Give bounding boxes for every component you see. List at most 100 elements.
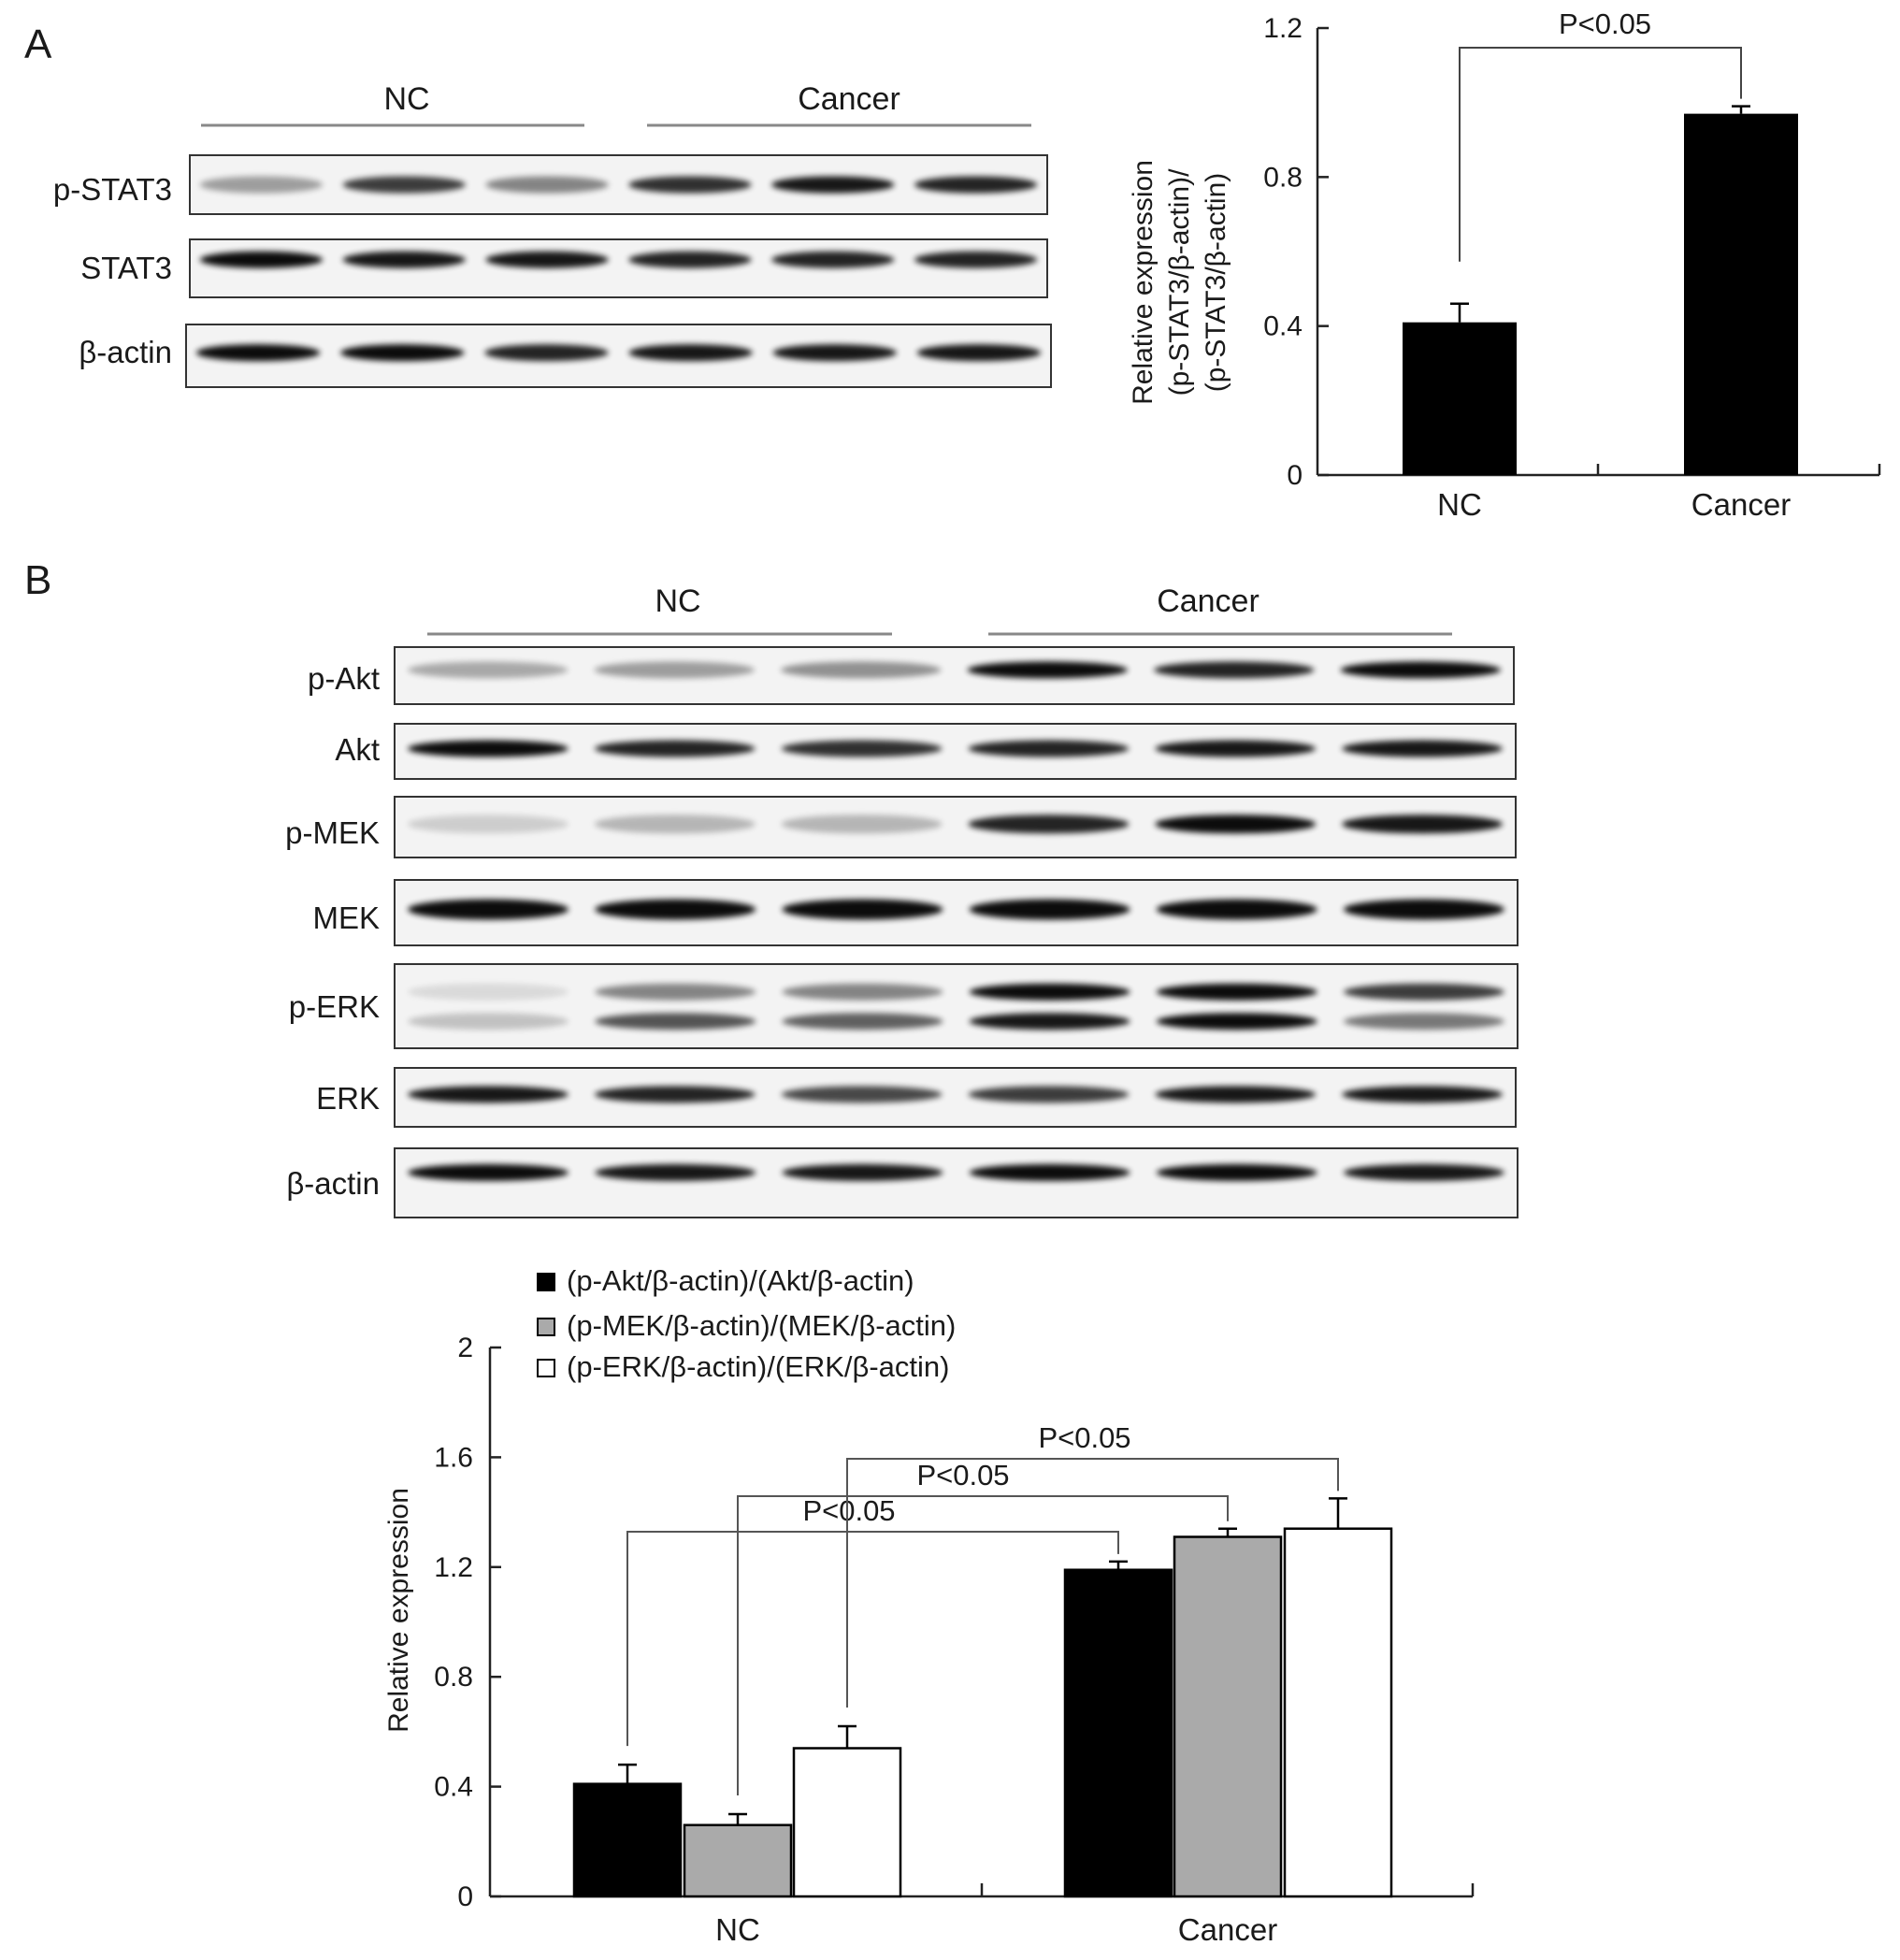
blot-b-strip-bactin-band-5 <box>1156 1163 1317 1181</box>
chart-a-bar-nc <box>1403 322 1517 475</box>
blot-a-strip-pstat3-frame <box>189 154 1048 215</box>
chart-b-sig-bracket-3 <box>846 1458 1339 1708</box>
blot-b-strip-akt-band-1 <box>407 740 569 757</box>
blot-b-strip-erk-band-1 <box>407 1086 569 1103</box>
chart-b-ytick-label-4: 1.6 <box>434 1442 473 1473</box>
chart-b: (p-Akt/β-actin)/(Akt/β-actin) (p-MEK/β-a… <box>383 1264 1475 1947</box>
blot-a-strip-bactin <box>185 324 1052 388</box>
blot-b-strip-perk-lower-band-2 <box>595 1013 756 1030</box>
blot-b-strip-perk-lower-band-6 <box>1343 1013 1504 1030</box>
blot-b-strip-pakt-band-6 <box>1340 661 1502 679</box>
chart-b-ytick-label-1: 0.4 <box>434 1772 473 1803</box>
blot-b-row-label-bactin: β-actin <box>286 1166 380 1201</box>
chart-b-bar-s3-cancer <box>1283 1527 1393 1898</box>
blot-b-strip-akt-band-3 <box>781 740 943 757</box>
blot-b-strip-pakt-frame <box>394 646 1515 705</box>
blot-a-strip-pstat3-band-2 <box>342 176 466 194</box>
chart-a-ylabel-line1: Relative expression <box>1128 160 1159 405</box>
blot-a-row-label-pstat3: p-STAT3 <box>53 172 172 207</box>
blot-b-strip-akt-band-4 <box>968 740 1130 757</box>
blot-b-strip-perk-upper-band-1 <box>408 983 569 1001</box>
chart-a-ytick-label-2: 0.8 <box>1263 162 1303 193</box>
panel-b-blot: NC Cancer p-Akt Akt p-MEK MEK p-ERK ERK … <box>285 584 1519 1218</box>
blot-b-strip-pmek-band-1 <box>407 814 569 834</box>
legend-swatch-pakt <box>537 1273 555 1291</box>
blot-b-strip-mek-band-6 <box>1343 899 1504 920</box>
chart-b-sig-bracket-1 <box>626 1531 1119 1747</box>
blot-b-strip-erk-frame <box>394 1067 1517 1128</box>
blot-b-strip-bactin-band-4 <box>969 1163 1130 1181</box>
blot-b-strip-pakt-band-2 <box>594 661 756 679</box>
blot-a-strip-pstat3-band-3 <box>485 176 609 194</box>
blot-b-strip-mek-frame <box>394 879 1519 946</box>
blot-b-strip-erk <box>394 1067 1517 1128</box>
blot-b-strips <box>394 646 1519 1218</box>
chart-b-sig-label-2: P<0.05 <box>916 1459 1009 1492</box>
blot-a-strip-stat3 <box>189 238 1048 298</box>
blot-a-strip-bactin-band-3 <box>484 344 609 362</box>
blot-a-strip-stat3-band-2 <box>342 251 466 268</box>
blot-b-strip-mek-band-2 <box>595 899 756 920</box>
blot-b-group-nc: NC <box>655 584 700 619</box>
blot-b-strip-perk-upper-band-2 <box>595 983 756 1001</box>
chart-a-ytick-label-1: 0.4 <box>1263 311 1303 342</box>
chart-b-bar-s1-cancer <box>1063 1568 1173 1898</box>
blot-b-strip-akt-frame <box>394 723 1517 780</box>
blot-b-strip-perk-upper-band-5 <box>1156 983 1317 1001</box>
chart-b-bar-s2-nc <box>683 1823 793 1898</box>
blot-b-strip-perk-lower-band-1 <box>408 1013 569 1030</box>
blot-a-strips <box>185 154 1052 388</box>
chart-b-ytick-label-3: 1.2 <box>434 1552 473 1583</box>
chart-a-ytick-label-3: 1.2 <box>1263 13 1303 44</box>
blot-b-strip-pmek <box>394 796 1517 858</box>
panel-a-letter: A <box>24 22 52 67</box>
chart-b-xlabel-nc: NC <box>715 1912 760 1947</box>
blot-b-strip-pakt <box>394 646 1515 705</box>
blot-b-strip-bactin-band-6 <box>1343 1163 1504 1181</box>
chart-b-ytick-label-2: 0.8 <box>434 1662 473 1693</box>
chart-b-bar-s2-cancer <box>1173 1535 1283 1898</box>
blot-a-strip-pstat3-band-1 <box>199 176 324 194</box>
blot-b-strip-mek-band-3 <box>782 899 943 920</box>
blot-b-strip-perk-lower-band-3 <box>782 1013 943 1030</box>
blot-a-strip-stat3-band-6 <box>914 251 1038 268</box>
blot-b-strip-pakt-band-5 <box>1153 661 1315 679</box>
chart-b-sig-label-3: P<0.05 <box>1038 1421 1130 1454</box>
blot-a-row-label-stat3: STAT3 <box>80 251 172 285</box>
legend-label-perk: (p-ERK/β-actin)/(ERK/β-actin) <box>567 1350 949 1383</box>
chart-a-ytick-label-0: 0 <box>1287 460 1303 491</box>
blot-a-strip-pstat3-band-6 <box>914 176 1038 194</box>
blot-b-strip-pmek-band-2 <box>594 814 756 834</box>
blot-b-row-label-pakt: p-Akt <box>308 661 380 696</box>
blot-a-strip-bactin-frame <box>185 324 1052 388</box>
chart-b-ylabel: Relative expression <box>383 1488 414 1733</box>
blot-a-strip-stat3-band-1 <box>199 251 324 268</box>
blot-a-strip-bactin-band-1 <box>195 344 321 362</box>
panel-b-letter: B <box>24 557 51 603</box>
blot-b-row-label-mek: MEK <box>312 901 380 935</box>
chart-a-ylabel-line2: (p-STAT3/β-actin)/ <box>1164 168 1195 396</box>
chart-b-sig-label-1: P<0.05 <box>802 1494 895 1527</box>
blot-b-strip-perk-upper-band-4 <box>969 983 1130 1001</box>
chart-a-sig-label: P<0.05 <box>1559 7 1651 40</box>
chart-a: Relative expression (p-STAT3/β-actin)/ (… <box>1128 7 1881 522</box>
blot-a-strip-pstat3 <box>189 154 1048 215</box>
blot-b-strip-pmek-frame <box>394 796 1517 858</box>
blot-b-row-label-pmek: p-MEK <box>285 815 380 850</box>
blot-b-strip-akt-band-2 <box>594 740 756 757</box>
blot-a-strip-bactin-band-5 <box>772 344 898 362</box>
blot-b-strip-mek-band-1 <box>408 899 569 920</box>
blot-b-strip-akt-band-6 <box>1342 740 1504 757</box>
blot-b-strip-bactin-band-1 <box>408 1163 569 1181</box>
blot-b-strip-perk-upper <box>394 963 1519 1049</box>
blot-b-row-label-erk: ERK <box>316 1081 380 1116</box>
blot-b-strip-pmek-band-6 <box>1342 814 1504 834</box>
blot-b-strip-pakt-band-4 <box>967 661 1129 679</box>
blot-b-strip-pakt-band-3 <box>780 661 942 679</box>
blot-b-strip-mek <box>394 879 1519 946</box>
blot-b-strip-erk-band-4 <box>968 1086 1130 1103</box>
blot-a-row-label-bactin: β-actin <box>79 335 172 369</box>
blot-b-strip-erk-band-5 <box>1155 1086 1317 1103</box>
blot-b-strip-perk-upper-frame <box>394 963 1519 1049</box>
chart-b-legend: (p-Akt/β-actin)/(Akt/β-actin) (p-MEK/β-a… <box>537 1264 956 1383</box>
